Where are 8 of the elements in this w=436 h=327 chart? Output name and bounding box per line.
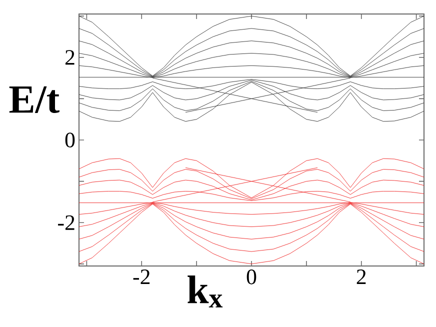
y-tick-label: 2: [65, 50, 74, 65]
y-tick-label: 0: [65, 132, 75, 148]
y-axis-title: E/t: [9, 86, 60, 113]
x-tick-label: 0: [246, 270, 256, 284]
x-tick-label: 2: [356, 270, 366, 284]
y-tick-label: -2: [58, 215, 74, 230]
x-axis-title: k$_{x}$: [188, 276, 223, 308]
x-tick-label: -2: [133, 270, 150, 284]
